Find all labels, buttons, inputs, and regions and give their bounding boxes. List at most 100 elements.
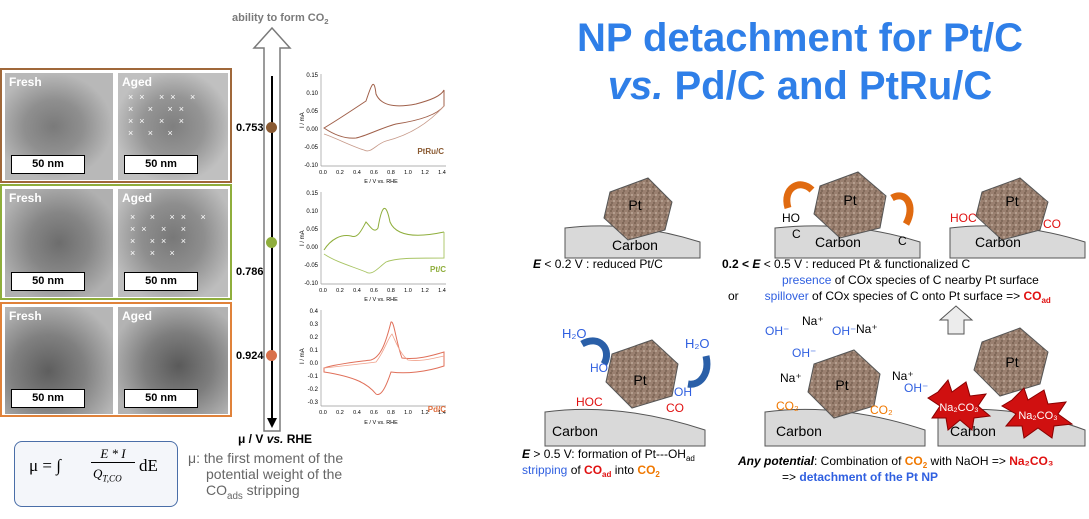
mu-dot-pd — [266, 350, 277, 361]
formula-box: μ = ∫ E * I QT,CO dE — [14, 441, 178, 507]
mechanism-diagram: Pt Carbon Pt Carbon HO C C Pt Carbon HOC… — [522, 171, 1086, 484]
x-tick: 1.4 — [438, 170, 446, 176]
ho-label: HO — [590, 361, 608, 375]
scale-bar: 50 nm — [124, 155, 198, 174]
x-tick: 1.0 — [404, 410, 412, 416]
y-tick: -0.05 — [304, 263, 318, 269]
tem-label-fresh: Fresh — [9, 75, 42, 89]
na-ion: Na⁺ — [856, 322, 878, 336]
pt-particle — [605, 339, 679, 409]
tem-label-aged: Aged — [122, 191, 152, 205]
x-tick: 0.8 — [387, 170, 395, 176]
carbon-label: Carbon — [612, 237, 658, 253]
x-tick: 0.2 — [336, 170, 344, 176]
tem-image-aged: Aged 50 nm — [118, 307, 228, 414]
y-tick: 0.3 — [310, 322, 319, 328]
x-tick: 0.2 — [336, 288, 344, 294]
y-tick: 0.15 — [306, 191, 318, 197]
pt-particle — [975, 177, 1049, 241]
water-arrow — [687, 355, 711, 388]
cv-plot-pd: 0.4 0.3 0.2 0.1 0.0 -0.1 -0.2 -0.3 I / m… — [300, 309, 446, 426]
plot-label: Pt/C — [430, 265, 446, 274]
na2co3-burst — [927, 378, 992, 431]
y-axis-label: I / mA — [300, 112, 306, 128]
tem-label-aged: Aged — [122, 75, 152, 89]
cv-curve-1 — [323, 208, 445, 251]
na-ion: Na⁺ — [780, 371, 802, 385]
pt-label: Pt — [835, 377, 848, 393]
pt-particle — [603, 177, 673, 241]
mu-value-pd: 0.924 — [236, 350, 264, 362]
x-tick: 1.2 — [421, 170, 429, 176]
mu-value-ptru: 0.753 — [236, 122, 264, 134]
h2o-label: H₂O — [685, 336, 710, 351]
co2-label: CO₂ — [870, 403, 893, 417]
tem-label-fresh: Fresh — [9, 309, 42, 323]
carbon-label: Carbon — [815, 234, 861, 250]
caption-oh: E > 0.5 V: formation of Pt---OHad — [522, 447, 695, 463]
scale-bar: 50 nm — [11, 272, 85, 291]
x-tick: 0.0 — [319, 170, 327, 176]
oh-ion: OH⁻ — [904, 381, 928, 395]
spillover-arrow — [890, 192, 914, 226]
x-tick: 0.4 — [353, 288, 361, 294]
plot-label: PtRu/C — [417, 147, 444, 156]
formula-numerator: E * I — [91, 446, 135, 463]
oh-ion: OH⁻ — [792, 346, 816, 360]
pt-particle — [973, 327, 1049, 397]
scale-bar: 50 nm — [11, 389, 85, 408]
axis-label: μ / V vs. RHE — [238, 432, 313, 446]
oh-label: OH — [674, 385, 692, 399]
oh-ion: OH⁻ — [832, 324, 856, 338]
y-tick: 0.10 — [306, 91, 318, 97]
y-tick: 0.05 — [306, 227, 318, 233]
spillover-arrow — [783, 181, 815, 210]
tem-label-fresh: Fresh — [9, 191, 42, 205]
scale-bar: 50 nm — [124, 389, 198, 408]
na-ion: Na⁺ — [802, 314, 824, 328]
cv-curve-1 — [323, 321, 445, 396]
x-tick: 1.4 — [438, 288, 446, 294]
x-ticks: 0.0 0.2 0.4 0.6 0.8 1.0 1.2 1.4 — [319, 170, 446, 176]
cv-curve-2 — [323, 105, 445, 152]
co-label: CO — [666, 401, 684, 415]
page-title: NP detachment for Pt/C vs. Pd/C and PtRu… — [577, 16, 1023, 108]
tem-label-aged: Aged — [122, 309, 152, 323]
tem-image-fresh: Fresh 50 nm — [5, 73, 113, 180]
x-tick: 0.6 — [370, 288, 378, 294]
y-tick: 0.00 — [306, 245, 318, 251]
pt-particle — [813, 171, 887, 239]
formula: μ = ∫ E * I QT,CO dE — [29, 446, 158, 484]
formula-note: μ: the first moment of the potential wei… — [188, 450, 344, 502]
y-tick: 0.15 — [306, 73, 318, 79]
y-tick: 0.00 — [306, 127, 318, 133]
caption-spillover: or spillover of COx species of C onto Pt … — [728, 289, 1051, 305]
carbon-label: Carbon — [975, 234, 1021, 250]
x-tick: 0.4 — [353, 410, 361, 416]
hoc-label: HOC — [950, 211, 977, 225]
x-tick: 1.2 — [421, 410, 429, 416]
caption-detachment: => detachment of the Pt NP — [782, 470, 938, 484]
ability-arrow — [252, 26, 292, 432]
y-ticks: 0.15 0.10 0.05 0.00 -0.05 -0.10 — [304, 73, 318, 169]
cv-curve-1 — [323, 83, 445, 139]
tem-image-aged: Aged × × ×× × ×× × × × ×× × × × × 50 nm — [118, 189, 228, 297]
x-axis-label: E / V vs. RHE — [364, 420, 398, 426]
na2co3-label: Na₂CO₃ — [1018, 410, 1057, 422]
x-tick: 1.2 — [421, 288, 429, 294]
pt-label: Pt — [633, 372, 646, 388]
tem-panel-pd: Fresh 50 nm Aged 50 nm — [0, 302, 232, 417]
formula-de: dE — [139, 456, 158, 475]
pt-label: Pt — [1005, 354, 1018, 370]
water-arrow — [580, 337, 610, 366]
x-tick: 0.8 — [387, 288, 395, 294]
scene-naoh: Pt Carbon OH⁻ Na⁺ OH⁻ Na⁺ OH⁻ Na⁺ Na⁺ OH… — [764, 314, 928, 447]
caption-functionalized: 0.2 < E < 0.5 V : reduced Pt & functiona… — [722, 257, 970, 271]
x-tick: 0.2 — [336, 410, 344, 416]
hoc-label: HOC — [576, 395, 603, 409]
caption-presence: presence of COx species of C nearby Pt s… — [782, 273, 1039, 287]
x-tick: 0.6 — [370, 170, 378, 176]
x-tick: 1.0 — [404, 170, 412, 176]
x-axis-label: E / V vs. RHE — [364, 297, 398, 302]
mu-dot-ptru — [266, 122, 277, 133]
